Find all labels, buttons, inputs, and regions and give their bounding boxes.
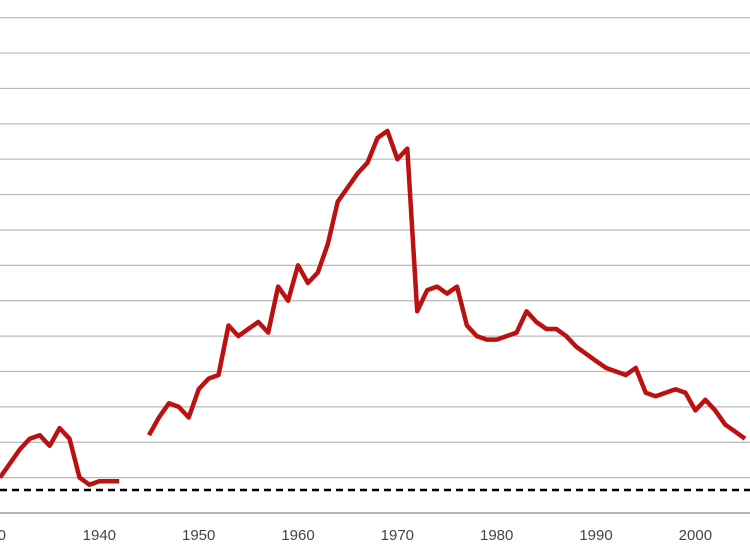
x-tick-label-1980: 1980 bbox=[480, 527, 513, 544]
x-tick-label-1990: 1990 bbox=[579, 527, 612, 544]
x-tick-label-1960: 1960 bbox=[281, 527, 314, 544]
x-tick-label-1950: 1950 bbox=[182, 527, 215, 544]
series-line-segment-1 bbox=[0, 425, 120, 487]
x-tick-label-1940: 1940 bbox=[83, 527, 116, 544]
series-group bbox=[0, 128, 747, 487]
gridlines bbox=[0, 17, 750, 514]
series-line-segment-2 bbox=[147, 128, 747, 441]
x-tick-label-0: 0 bbox=[0, 527, 6, 544]
x-tick-label-2000: 2000 bbox=[679, 527, 712, 544]
x-tick-label-1970: 1970 bbox=[381, 527, 414, 544]
x-axis-tick-labels: 0 1940 1950 1960 1970 1980 1990 2000 bbox=[0, 527, 712, 544]
